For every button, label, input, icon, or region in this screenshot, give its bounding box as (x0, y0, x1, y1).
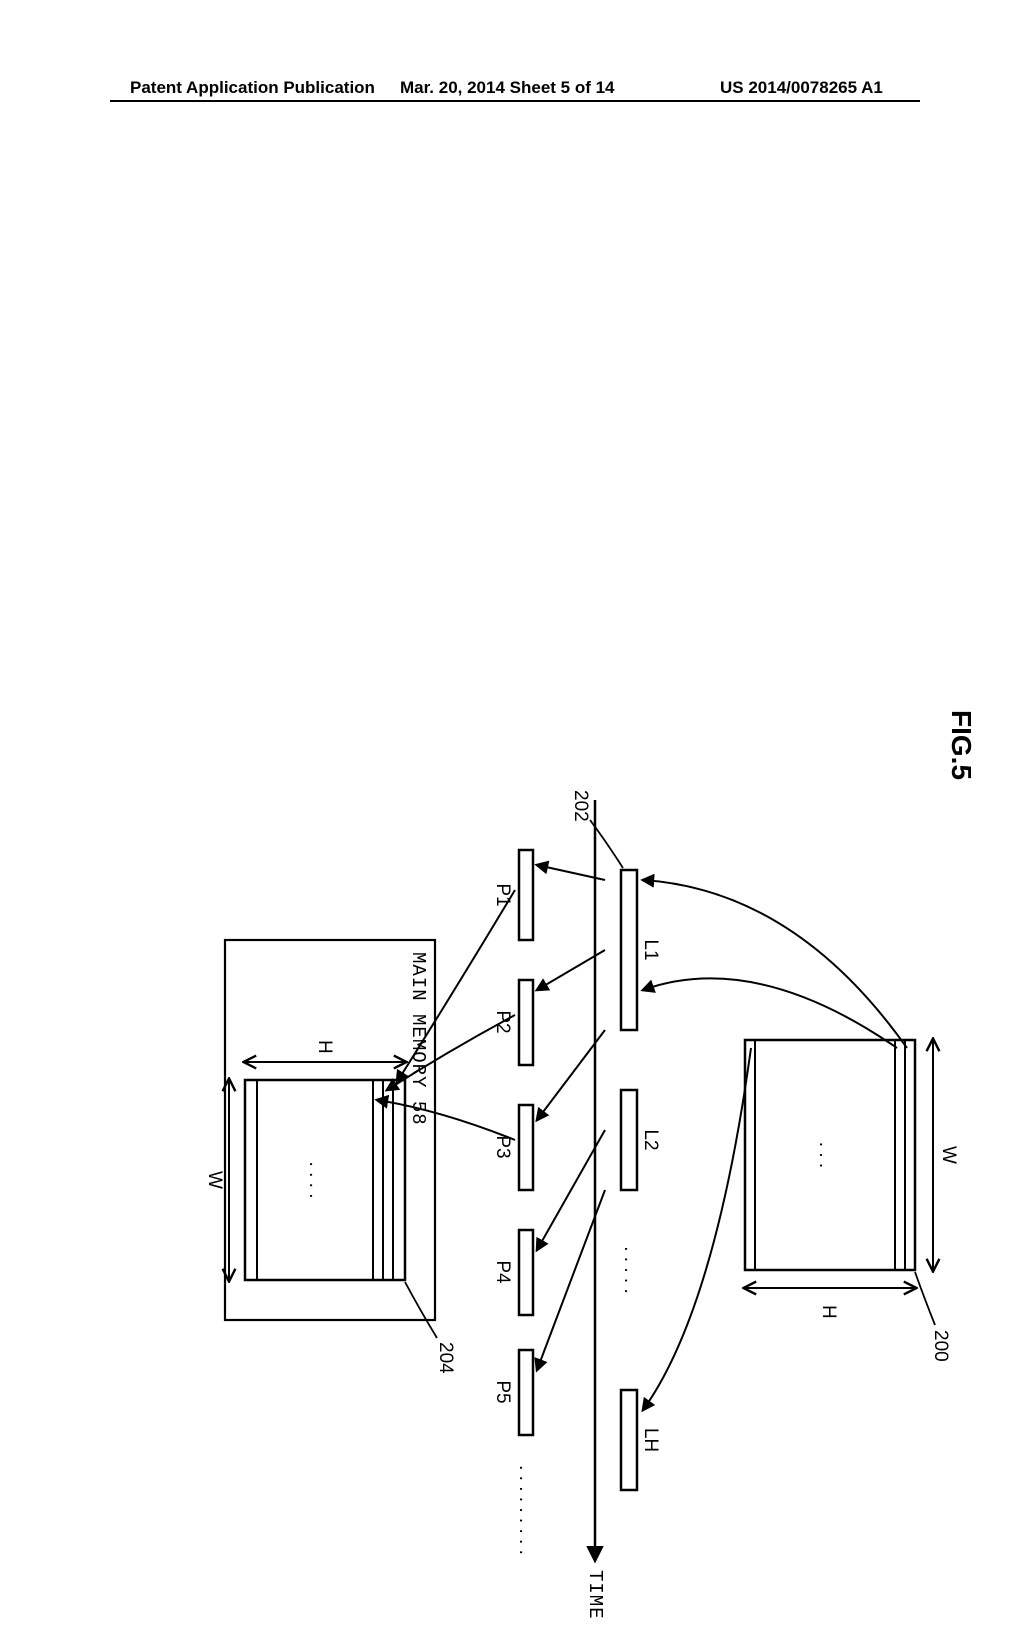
upper-frame-200: . . . W H 200 (745, 1040, 959, 1362)
P1-label: P1 (492, 883, 513, 906)
L1-label: L1 (640, 939, 661, 960)
main-memory-label: MAIN MEMORY 58 (407, 952, 429, 1126)
time-axis: TIME (584, 800, 606, 1620)
header-date-sheet: Mar. 20, 2014 Sheet 5 of 14 (400, 78, 615, 98)
figure-rotated-container: FIG.5 . . . (185, 690, 995, 1650)
P5-label: P5 (492, 1380, 513, 1403)
ref-204: 204 (435, 1342, 456, 1374)
header-pub-number: US 2014/0078265 A1 (720, 78, 883, 98)
page: Patent Application Publication Mar. 20, … (0, 0, 1024, 1320)
time-label: TIME (584, 1570, 606, 1620)
upper-frame-ellipsis: . . . (815, 1142, 836, 1168)
memory-H-label: H (314, 1040, 335, 1054)
figure-area: FIG.5 . . . (110, 210, 920, 1170)
memory-frame-ellipsis: . . . . (305, 1162, 326, 1199)
ref-200: 200 (930, 1330, 951, 1362)
header-publication-type: Patent Application Publication (130, 78, 375, 98)
arrows-upper-to-L (643, 880, 907, 1410)
L-row: L1 L2 . . . . . LH 202 (570, 790, 661, 1490)
LH-label: LH (640, 1428, 661, 1452)
header-rule (110, 100, 920, 102)
ref-202: 202 (570, 790, 591, 822)
L2-label: L2 (640, 1129, 661, 1150)
upper-H-label: H (818, 1305, 839, 1319)
main-memory-block: MAIN MEMORY 58 . . . . H W (204, 940, 456, 1374)
P-row: P1 P2 P3 P4 P5 . . . . . . . . . (492, 850, 536, 1555)
memory-W-label: W (204, 1171, 225, 1189)
upper-W-label: W (938, 1146, 959, 1164)
figure-diagram: . . . W H 200 (185, 690, 995, 1650)
P-ellipsis: . . . . . . . . . (515, 1465, 536, 1555)
P4-label: P4 (492, 1260, 513, 1284)
L-ellipsis: . . . . . (620, 1246, 641, 1294)
